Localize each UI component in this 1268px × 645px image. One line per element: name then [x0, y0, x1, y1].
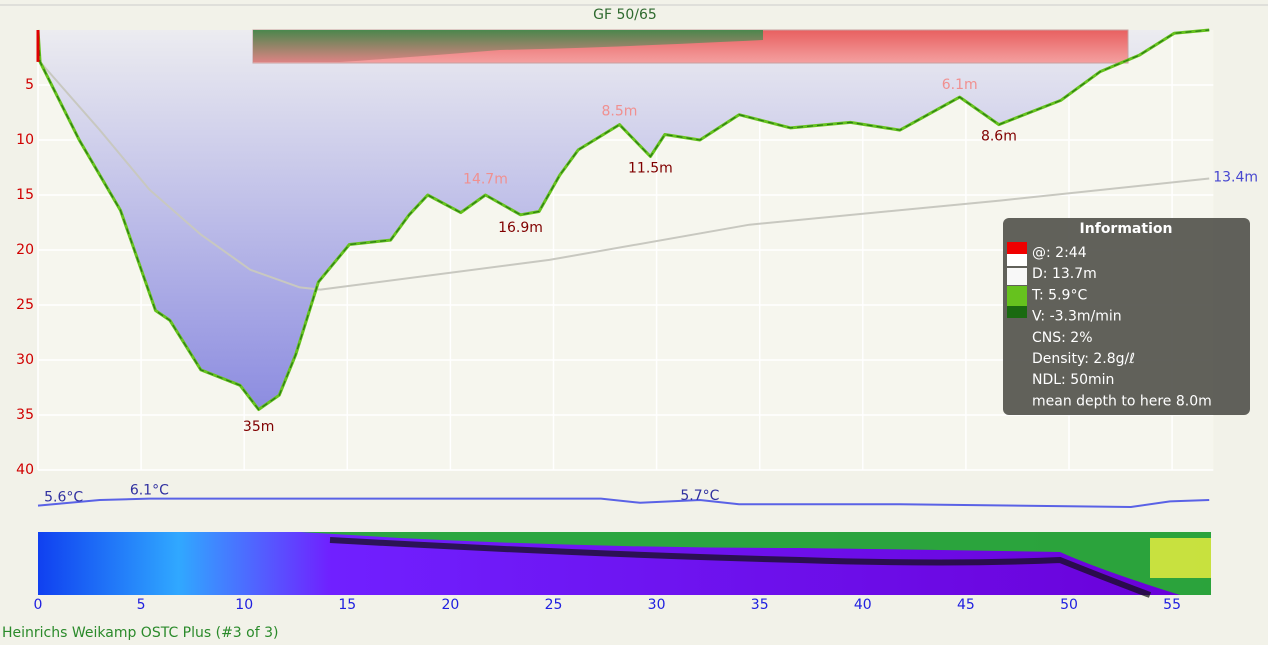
y-tick-label: 20 — [16, 242, 34, 258]
temperature-label: 5.7°C — [680, 488, 719, 504]
info-box: Information @: 2:44 D: 13.7m T: 5.9°C V: -3… — [1003, 218, 1250, 415]
plot-overlay: 35m 14.7m 16.9m 8.5m 11.5m 6.1m 8.6m 13.4m 5.6°C… — [36, 28, 1258, 508]
info-title: Information — [1080, 221, 1173, 237]
chart-title: GF 50/65 — [593, 7, 657, 23]
depth-line-shade — [37, 29, 1210, 411]
swatch — [1007, 254, 1027, 266]
annotation: 35m — [243, 419, 274, 435]
x-tick-label: 20 — [441, 597, 459, 613]
y-tick-label: 40 — [16, 462, 34, 478]
ceiling-line — [39, 61, 1210, 291]
temperature-label: 5.6°C — [44, 490, 83, 506]
heatmap-green — [300, 532, 1211, 595]
info-line: T: 5.9°C — [1031, 287, 1087, 303]
info-line: mean depth to here 8.0m — [1032, 393, 1212, 409]
x-tick-label: 55 — [1163, 597, 1181, 613]
x-tick-label: 45 — [957, 597, 975, 613]
x-tick-label: 15 — [338, 597, 356, 613]
temperature-line — [37, 497, 1210, 508]
y-tick-label: 35 — [16, 407, 34, 423]
swatch — [1007, 242, 1027, 254]
x-tick-label: 5 — [137, 597, 146, 613]
y-tick-label: 15 — [16, 187, 34, 203]
x-tick-label: 10 — [235, 597, 253, 613]
y-tick-label: 25 — [16, 297, 34, 313]
annotation: 13.4m — [1213, 169, 1258, 185]
info-line: NDL: 50min — [1032, 372, 1114, 388]
x-tick-label: 30 — [648, 597, 666, 613]
info-line: CNS: 2% — [1032, 330, 1093, 346]
depth-area — [38, 30, 1210, 410]
annotation: 16.9m — [498, 220, 543, 236]
plot — [38, 30, 1210, 410]
info-line: Density: 2.8g/ℓ — [1032, 351, 1135, 367]
y-tick-label: 10 — [16, 132, 34, 148]
swatch — [1007, 268, 1027, 285]
swatch — [1007, 286, 1027, 306]
info-line: D: 13.7m — [1032, 266, 1097, 282]
annotation: 11.5m — [628, 161, 673, 177]
y-tick-label: 5 — [25, 77, 34, 93]
x-tick-label: 40 — [854, 597, 872, 613]
x-tick-label: 25 — [545, 597, 563, 613]
temperature-label: 6.1°C — [130, 483, 169, 499]
heatmap-dark — [329, 537, 1152, 598]
x-tick-label: 0 — [34, 597, 43, 613]
annotation: 8.6m — [981, 129, 1017, 145]
x-tick-label: 50 — [1060, 597, 1078, 613]
info-line: V: -3.3m/min — [1032, 309, 1122, 325]
heatmap-yellow — [1150, 538, 1211, 578]
annotation: 14.7m — [463, 172, 508, 188]
annotation: 6.1m — [942, 77, 978, 93]
info-bg — [1003, 218, 1250, 415]
info-line: @: 2:44 — [1032, 245, 1087, 261]
footer: Heinrichs Weikamp OSTC Plus (#3 of 3) — [2, 625, 278, 641]
tissue-band — [253, 30, 763, 62]
y-tick-label: 30 — [16, 352, 34, 368]
x-tick-label: 35 — [751, 597, 769, 613]
annotation: 8.5m — [602, 104, 638, 120]
swatch — [1007, 306, 1027, 318]
info-lines: @: 2:44 D: 13.7m T: 5.9°C V: -3.3m/min CNS: … — [1031, 245, 1212, 409]
